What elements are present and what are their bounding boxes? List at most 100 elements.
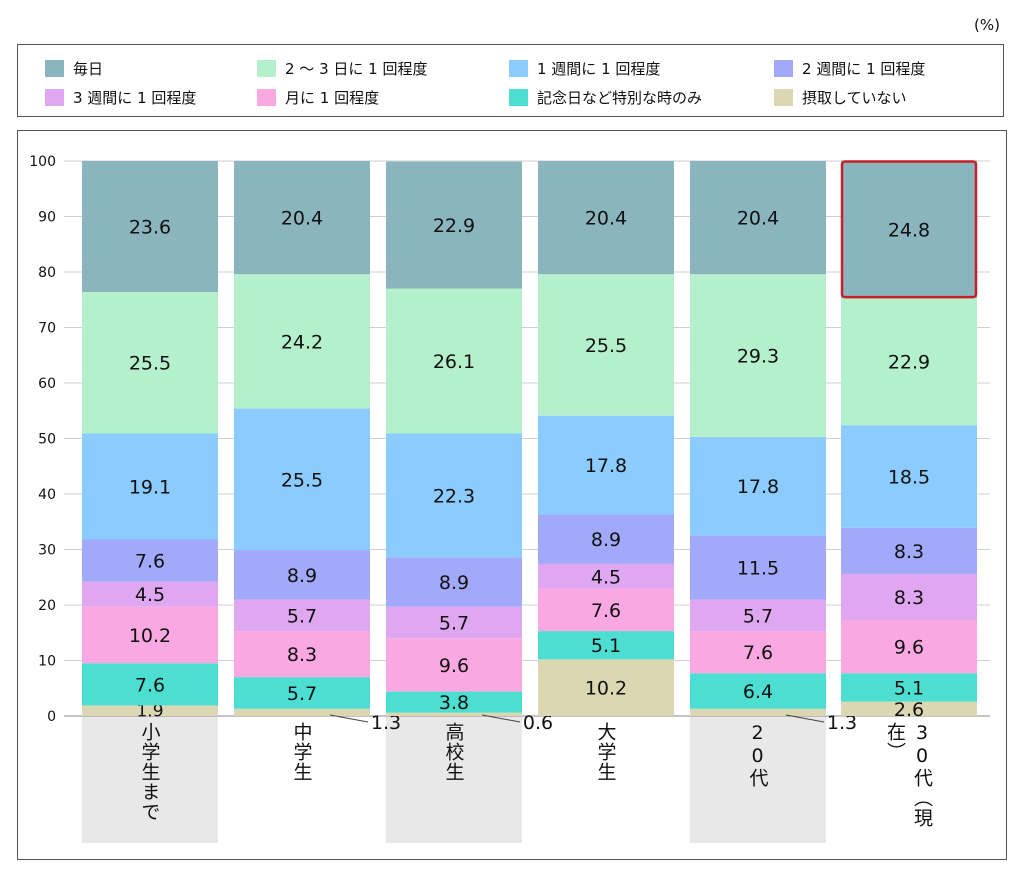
- data-label: 29.3: [737, 346, 779, 368]
- legend-swatch: [257, 89, 276, 106]
- data-label: 23.6: [129, 216, 171, 238]
- category-label-panel: [690, 716, 826, 843]
- bar-segment: [690, 631, 826, 674]
- data-label: 25.5: [129, 353, 171, 375]
- x-tick-label-text: 高校生: [442, 722, 465, 782]
- legend-item-biweekly: 2 週間に 1 回程度: [774, 58, 925, 79]
- bar-segment: [386, 557, 522, 607]
- bar-segment: [234, 161, 370, 275]
- bar-segment: [234, 677, 370, 709]
- bar-segment: [386, 712, 522, 716]
- data-label: 8.9: [287, 565, 317, 587]
- legend-swatch: [45, 60, 64, 77]
- y-tick-label: 60: [38, 376, 56, 392]
- legend-swatch: [509, 60, 528, 77]
- data-label: 1.9: [136, 702, 163, 722]
- legend-swatch: [774, 60, 793, 77]
- bar-segment: [82, 663, 218, 706]
- bar-segment: [690, 274, 826, 437]
- data-label: 25.5: [585, 335, 627, 357]
- bar-segment: [841, 701, 977, 716]
- bar-segment: [234, 274, 370, 409]
- bar-segment: [538, 659, 674, 716]
- y-tick-label: 0: [47, 709, 56, 725]
- data-label: 0.6: [523, 712, 553, 734]
- data-label: 4.5: [135, 584, 165, 606]
- data-label: 5.1: [894, 677, 924, 699]
- data-label: 18.5: [888, 467, 930, 489]
- bar-segment: [841, 673, 977, 702]
- data-label: 1.3: [371, 712, 401, 734]
- y-tick-label: 80: [38, 265, 56, 281]
- legend-item-monthly: 月に 1 回程度: [257, 87, 379, 108]
- x-tick-label-text: 20代: [746, 722, 769, 788]
- highlight-outline: [840, 160, 978, 299]
- x-tick-label: 大学生: [595, 722, 617, 782]
- chart-frame: 0 10 20 30 40 50 60 70 80 90 100 1.9 7.6 10.2 4.5 7.6 19…: [17, 130, 1007, 860]
- bar-segment: [234, 599, 370, 632]
- y-tick-label: 100: [29, 154, 56, 170]
- x-tick-label: 20代: [746, 722, 769, 788]
- x-tick-label-text: 30代（現在）: [884, 722, 933, 828]
- legend-label: 2 ～ 3 日に 1 回程度: [285, 60, 428, 78]
- bar-segment: [841, 527, 977, 574]
- bar-segment: [82, 433, 218, 540]
- bar-segment: [386, 433, 522, 558]
- data-label: 20.4: [737, 208, 779, 230]
- bar-segment: [82, 291, 218, 434]
- bar-segment: [841, 619, 977, 674]
- bar-segment: [234, 708, 370, 716]
- data-label: 24.2: [281, 331, 323, 353]
- bar-segment: [538, 274, 674, 416]
- legend-label: 毎日: [73, 60, 104, 78]
- data-label: 26.1: [433, 351, 475, 373]
- data-label: 20.4: [281, 208, 323, 230]
- data-label: 4.5: [591, 566, 621, 588]
- data-label: 22.9: [433, 215, 475, 237]
- data-label: 9.6: [894, 637, 924, 659]
- legend-label: 摂取していない: [802, 89, 907, 107]
- y-tick-label: 50: [38, 432, 56, 448]
- y-tick-label: 10: [38, 654, 56, 670]
- legend-item-3-weeks: 3 週間に 1 回程度: [45, 87, 196, 108]
- data-label: 5.7: [287, 683, 317, 705]
- bar-segment: [841, 160, 977, 299]
- data-label: 7.6: [591, 600, 621, 622]
- data-label: 8.3: [894, 541, 924, 563]
- legend-swatch: [774, 89, 793, 106]
- bar-segment: [841, 425, 977, 528]
- legend-item-daily: 毎日: [45, 58, 103, 79]
- category-label-panel: [386, 716, 522, 843]
- data-label-leader: [481, 714, 521, 723]
- y-tick-label: 20: [38, 598, 56, 614]
- bar-segment: [841, 573, 977, 620]
- legend-item-2-3-days: 2 ～ 3 日に 1 回程度: [257, 58, 427, 79]
- data-label: 25.5: [281, 469, 323, 491]
- data-label: 10.2: [129, 625, 171, 647]
- bar-segment: [82, 705, 218, 716]
- data-label: 20.4: [585, 208, 627, 230]
- bar-segment: [386, 691, 522, 713]
- bar-segment: [386, 288, 522, 434]
- data-label: 11.5: [737, 558, 779, 580]
- bar-segment: [690, 535, 826, 600]
- category-label-panel: [82, 716, 218, 843]
- legend-label: 2 週間に 1 回程度: [802, 60, 926, 78]
- bar-segment: [538, 631, 674, 660]
- bar-segment: [690, 673, 826, 709]
- y-tick-label: 30: [38, 543, 56, 559]
- x-tick-label-text: 中学生: [290, 722, 313, 782]
- data-label: 22.9: [888, 352, 930, 374]
- bar-segment: [82, 581, 218, 607]
- data-label: 9.6: [439, 655, 469, 677]
- y-tick-label: 70: [38, 321, 56, 337]
- data-label: 6.4: [743, 681, 773, 703]
- bar-segment: [386, 638, 522, 692]
- stacked-bar-chart: 0 10 20 30 40 50 60 70 80 90 100 1.9 7.6 10.2 4.5 7.6 19…: [29, 154, 990, 843]
- bar-segment: [234, 408, 370, 551]
- data-label: 5.7: [743, 605, 773, 627]
- bar-segment: [82, 539, 218, 582]
- bar-segment: [538, 563, 674, 589]
- legend-item-weekly: 1 週間に 1 回程度: [509, 58, 660, 79]
- data-label-leader: [785, 714, 825, 723]
